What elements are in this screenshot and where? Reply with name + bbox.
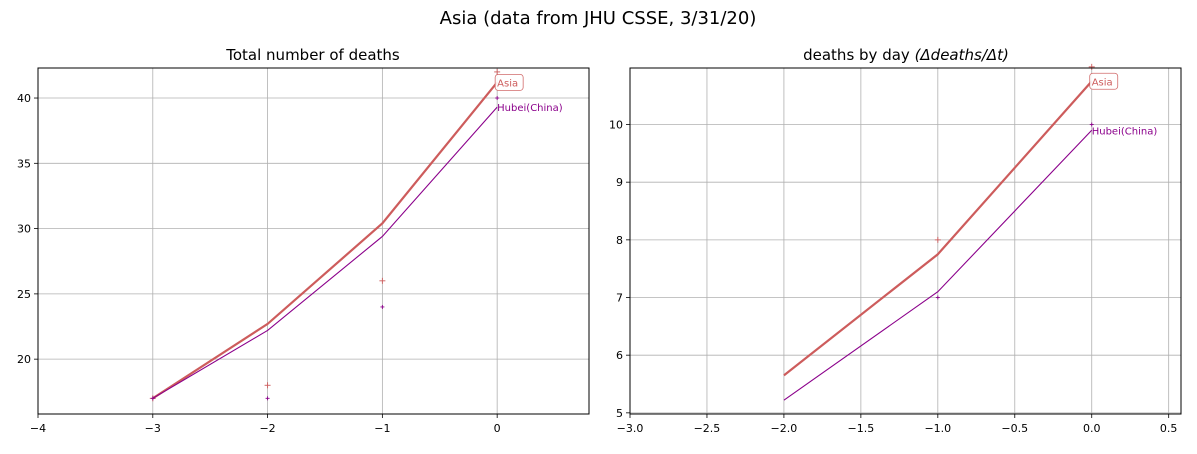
y-tick-label: 9 — [616, 176, 623, 189]
y-tick-label: 30 — [17, 223, 31, 236]
data-point-hubei — [380, 304, 385, 309]
chart-title-deaths-by-day: deaths by day (Δdeaths/Δt) — [803, 46, 1009, 64]
chart-title-total-deaths: Total number of deaths — [225, 46, 400, 64]
y-tick-label: 10 — [609, 119, 623, 132]
grid — [37, 68, 589, 414]
figure-suptitle: Asia (data from JHU CSSE, 3/31/20) — [440, 8, 757, 29]
y-tick-label: 6 — [616, 349, 623, 362]
x-tick-label: −2 — [259, 422, 275, 435]
y-tick-label: 8 — [616, 234, 623, 247]
data-point-hubei — [495, 96, 500, 101]
series-layer: Asia Hubei(China) — [783, 63, 1158, 401]
series-fit-line-asia — [152, 81, 499, 400]
plot-frame — [629, 67, 1182, 415]
tick-layer: −3.0 −2.5 −2.0 −1.5 −1.0 −0.5 0.0 0.5 5 6 7 8 9 10 — [609, 119, 1177, 435]
chart-total-deaths: Total number of deaths AsiaHubei(China) … — [17, 46, 590, 435]
x-tick-label: −4 — [30, 422, 46, 435]
series-layer: Asia Hubei(China) — [149, 68, 563, 402]
x-tick-label: −3 — [145, 422, 161, 435]
x-tick-label: −3.0 — [617, 422, 644, 435]
data-point-hubei — [150, 396, 155, 401]
svg-text:Asia: Asia — [497, 78, 518, 89]
grid — [629, 68, 1181, 414]
data-point-hubei — [1089, 122, 1094, 127]
svg-text:Asia: Asia — [1092, 77, 1113, 88]
series-fit-line-asia — [783, 80, 1093, 377]
series-label-hubei: Hubei(China) — [497, 103, 563, 114]
series-label-hubei: Hubei(China) — [1092, 126, 1158, 137]
y-tick-label: 25 — [17, 288, 31, 301]
y-tick-label: 35 — [17, 157, 31, 170]
x-tick-label: −1.5 — [848, 422, 875, 435]
y-tick-label: 20 — [17, 353, 31, 366]
data-point-hubei — [935, 295, 940, 300]
x-tick-label: −2.0 — [771, 422, 798, 435]
chart-deaths-by-day: deaths by day (Δdeaths/Δt) Asia Hubei(Chi… — [609, 46, 1182, 435]
data-point-asia — [1088, 63, 1095, 70]
plot-frame — [37, 67, 590, 415]
y-tick-label: 40 — [17, 92, 31, 105]
series-fit-line-hubei — [152, 106, 498, 399]
data-point-asia — [494, 68, 501, 75]
x-tick-label: 0.5 — [1160, 422, 1178, 435]
y-tick-label: 7 — [616, 292, 623, 305]
x-tick-label: 0 — [494, 422, 501, 435]
series-label-asia: Asia — [494, 73, 524, 91]
x-tick-label: −1.0 — [924, 422, 951, 435]
tick-layer: −4 −3 −2 −1 0 20 25 30 35 40 — [17, 92, 501, 435]
data-point-asia — [264, 382, 271, 389]
series-fit-line-hubei — [783, 129, 1093, 401]
data-point-asia — [379, 277, 386, 284]
x-tick-label: −1 — [374, 422, 390, 435]
data-point-asia — [934, 236, 941, 243]
x-tick-label: −0.5 — [1001, 422, 1028, 435]
data-point-hubei — [265, 396, 270, 401]
x-tick-label: −2.5 — [694, 422, 721, 435]
series-label-asia: Asia — [1089, 72, 1119, 90]
x-tick-label: 0.0 — [1083, 422, 1101, 435]
y-tick-label: 5 — [616, 407, 623, 420]
